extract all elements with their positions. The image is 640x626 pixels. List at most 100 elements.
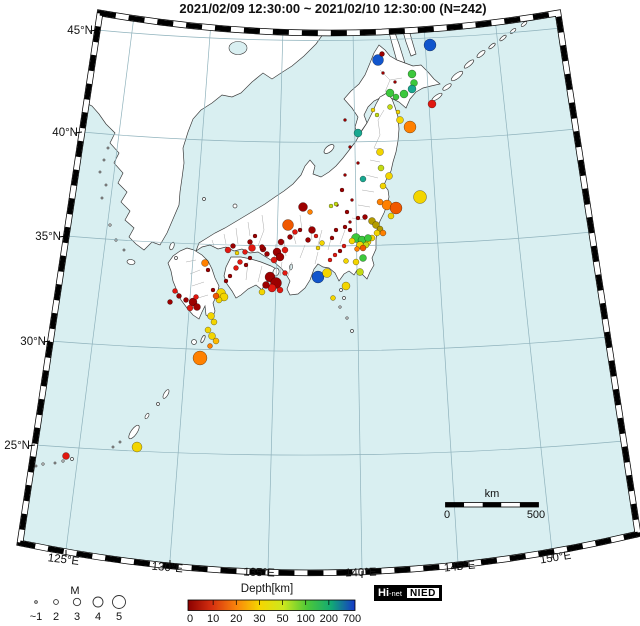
quake-dot	[167, 299, 173, 305]
quake-dot	[192, 350, 208, 366]
scale-bar-max: 500	[527, 509, 545, 521]
depth-tick-labels: 0 10 20 30 50 100 200 700	[187, 600, 361, 625]
quake-dot	[355, 215, 361, 221]
map-frame	[16, 9, 640, 577]
quake-dot	[305, 237, 311, 243]
quake-dot	[313, 233, 319, 239]
depth-tick-label: 10	[207, 613, 219, 625]
quake-dot	[264, 251, 270, 257]
quake-dot	[258, 288, 266, 296]
grid-meridian	[65, 15, 135, 551]
magnitude-legend-title: M	[70, 585, 79, 597]
quake-dot	[319, 240, 325, 246]
lon-label: 135°E	[243, 566, 275, 579]
grid-parallel	[49, 336, 609, 352]
quake-dot	[201, 259, 209, 267]
grid-meridian	[423, 24, 459, 564]
mag-legend-label: 2	[53, 611, 59, 623]
lon-label: 150°E	[539, 550, 572, 567]
quake-dot	[307, 209, 313, 215]
quake-dot	[337, 248, 343, 254]
quake-dot	[131, 441, 143, 453]
logo-hi: Hi	[378, 587, 389, 599]
quake-dot	[359, 244, 367, 252]
quake-dot	[282, 270, 288, 276]
quake-dot	[359, 175, 367, 183]
quake-dot	[275, 252, 285, 262]
quake-dot	[374, 112, 380, 118]
quake-dot	[176, 293, 182, 299]
quake-dot	[379, 51, 385, 57]
quake-dot	[381, 71, 385, 75]
quake-dot	[350, 198, 354, 202]
quake-dot	[292, 229, 298, 235]
quake-dot	[364, 234, 372, 242]
lon-label: 145°E	[443, 559, 476, 574]
quake-dot	[242, 249, 248, 255]
quake-dot	[356, 268, 364, 276]
quake-dot	[193, 294, 199, 300]
quake-dot	[330, 295, 336, 301]
scale-bar-segments	[445, 502, 539, 508]
lat-label: 35°N	[35, 231, 61, 243]
quake-dot	[341, 281, 351, 291]
quake-dot	[393, 80, 397, 84]
mag-legend-circle	[34, 600, 38, 604]
lat-tick	[58, 235, 67, 238]
quake-dot	[183, 297, 189, 303]
quake-dot	[333, 201, 339, 207]
lat-label: 45°N	[67, 25, 93, 37]
quake-dot	[332, 252, 338, 258]
lon-label: 130°E	[151, 561, 184, 576]
lat-tick	[27, 444, 36, 447]
quake-dot	[281, 246, 289, 254]
quake-dot	[376, 198, 384, 206]
quake-dot	[399, 89, 409, 99]
quake-dot	[376, 148, 384, 156]
quake-dot	[387, 104, 393, 110]
quake-dot	[387, 212, 395, 220]
scale-bar-zero: 0	[444, 509, 450, 521]
quake-dot	[227, 273, 233, 279]
quake-dot	[373, 229, 381, 237]
quake-dot	[328, 203, 334, 209]
quake-dot	[344, 209, 350, 215]
quake-dot	[370, 107, 376, 113]
lon-label: 125°E	[47, 552, 80, 568]
quake-dot	[277, 238, 285, 246]
quake-dot	[352, 258, 360, 266]
graticule	[34, 15, 625, 572]
grid-meridian	[267, 27, 284, 570]
quake-dot	[342, 224, 348, 230]
quake-dot	[372, 54, 384, 66]
grid-meridian	[494, 17, 553, 552]
quake-dot	[62, 452, 70, 460]
axis-labels: 45°N 40°N 35°N 30°N 25°N 125°E 130°E 135°E 140°E…	[4, 25, 572, 580]
quake-dot	[276, 286, 284, 294]
grid-meridian	[169, 21, 212, 561]
quake-dot	[207, 312, 215, 320]
quake-dot	[233, 265, 239, 271]
quake-dot	[259, 244, 265, 250]
quake-dot	[210, 318, 218, 326]
lake-khanka	[228, 41, 248, 55]
depth-tick-label: 30	[253, 613, 265, 625]
depth-legend: Depth[km] 0 10 20 30 50 100 200 700	[187, 583, 361, 625]
quake-dot	[333, 227, 339, 233]
quake-dot	[308, 226, 316, 234]
magnitude-legend: M ~1 2 3 4 5	[30, 585, 126, 623]
quake-dot	[343, 258, 349, 264]
quake-dot	[377, 164, 385, 172]
lat-label: 25°N	[4, 440, 30, 452]
lat-tick	[74, 131, 83, 134]
quake-dot	[396, 116, 404, 124]
quake-dot	[407, 84, 417, 94]
quake-dot	[343, 118, 347, 122]
quake-dot	[427, 99, 437, 109]
epicenter-dots	[62, 38, 437, 460]
mag-legend-circle	[72, 597, 82, 607]
quake-dot	[327, 257, 333, 263]
quake-dot	[413, 190, 427, 204]
